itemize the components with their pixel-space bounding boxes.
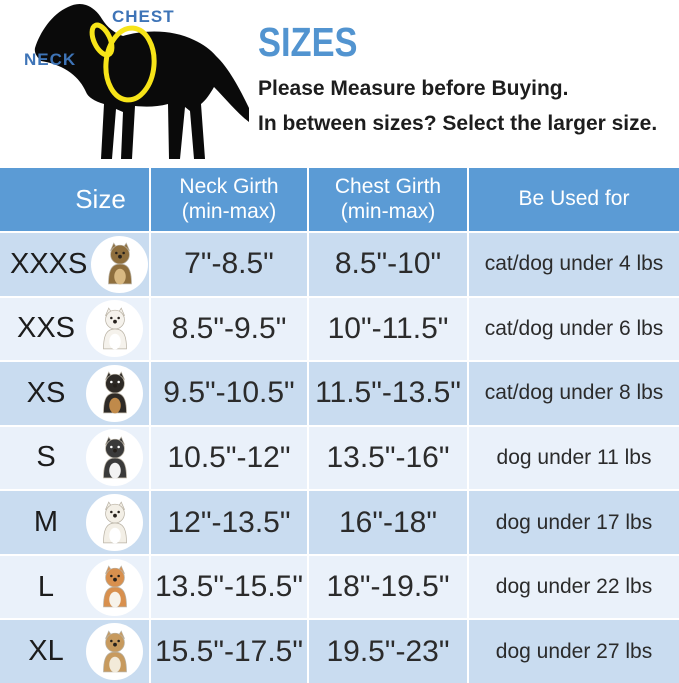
neck-girth-cell: 7"-8.5" <box>151 233 307 296</box>
column-header-size: Size <box>0 168 149 231</box>
neck-girth-cell: 12"-13.5" <box>151 491 307 554</box>
neck-label: NECK <box>24 50 77 69</box>
used-for-cell: dog under 22 lbs <box>469 555 679 619</box>
dog-illustration <box>102 565 127 608</box>
used-for-cell: dog under 17 lbs <box>469 491 679 554</box>
measuring-diagram-section: NECK CHEST SIZES Please Measure before B… <box>0 0 679 168</box>
neck-girth-header-line2: (min-max) <box>181 199 277 223</box>
neck-girth-cell: 8.5"-9.5" <box>151 297 307 361</box>
size-value: XXXS <box>10 247 88 280</box>
column-header-neck-girth: Neck Girth (min-max) <box>151 168 307 231</box>
used-for-cell: dog under 11 lbs <box>469 426 679 490</box>
size-cell: XXS <box>0 297 149 361</box>
intro-text-block: SIZES Please Measure before Buying. In b… <box>258 19 678 136</box>
size-value: L <box>37 570 55 603</box>
size-cell: XXXS <box>0 233 149 296</box>
dog-photo <box>86 494 143 552</box>
size-table: Size Neck Girth (min-max) Chest Girth (m… <box>0 168 679 683</box>
chest-girth-cell: 11.5"-13.5" <box>309 362 467 425</box>
used-for-cell: cat/dog under 4 lbs <box>469 233 679 296</box>
dog-illustration <box>102 436 127 479</box>
dog-silhouette <box>34 3 249 159</box>
used-for-cell: cat/dog under 8 lbs <box>469 362 679 425</box>
neck-girth-cell: 10.5"-12" <box>151 426 307 490</box>
size-cell: L <box>0 555 149 619</box>
column-header-be-used-for: Be Used for <box>469 168 679 231</box>
page-title: SIZES <box>258 19 358 65</box>
neck-girth-cell: 15.5"-17.5" <box>151 620 307 683</box>
dog-photo <box>86 429 143 487</box>
column-header-chest-girth: Chest Girth (min-max) <box>309 168 467 231</box>
column-header-size-label: Size <box>75 184 126 215</box>
size-value: M <box>33 506 59 539</box>
dog-photo <box>86 558 143 616</box>
dog-illustration <box>102 307 127 350</box>
chest-girth-cell: 10"-11.5" <box>309 297 467 361</box>
neck-girth-cell: 9.5"-10.5" <box>151 362 307 425</box>
dog-photo <box>86 623 143 681</box>
size-value: XXS <box>16 312 76 345</box>
dog-measuring-diagram <box>34 3 249 159</box>
size-cell: XS <box>0 362 149 425</box>
chest-girth-header-line2: (min-max) <box>340 199 436 223</box>
dog-illustration <box>102 371 127 414</box>
chest-girth-cell: 16"-18" <box>309 491 467 554</box>
intro-line-1: Please Measure before Buying. <box>258 77 569 101</box>
used-for-cell: dog under 27 lbs <box>469 620 679 683</box>
dog-photo <box>86 364 143 422</box>
intro-line-2: In between sizes? Select the larger size… <box>258 112 658 136</box>
dog-illustration <box>108 242 132 285</box>
dog-illustration <box>102 500 127 543</box>
dog-illustration <box>102 630 127 673</box>
neck-girth-header-line1: Neck Girth <box>179 174 279 198</box>
chest-girth-cell: 18"-19.5" <box>309 555 467 619</box>
size-value: XL <box>28 635 64 668</box>
neck-girth-cell: 13.5"-15.5" <box>151 555 307 619</box>
chest-girth-header-line1: Chest Girth <box>334 174 442 198</box>
be-used-for-header-label: Be Used for <box>518 187 630 211</box>
chest-girth-ring <box>103 25 157 103</box>
size-value: S <box>36 441 56 474</box>
size-cell: XL <box>0 620 149 683</box>
chest-label: CHEST <box>112 7 175 26</box>
chest-girth-cell: 19.5"-23" <box>309 620 467 683</box>
size-value: XS <box>26 376 66 409</box>
chest-girth-cell: 8.5"-10" <box>309 233 467 296</box>
size-cell: S <box>0 426 149 490</box>
dog-photo <box>86 300 143 358</box>
chest-girth-cell: 13.5"-16" <box>309 426 467 490</box>
dog-photo <box>91 235 149 293</box>
size-cell: M <box>0 491 149 554</box>
used-for-cell: cat/dog under 6 lbs <box>469 297 679 361</box>
